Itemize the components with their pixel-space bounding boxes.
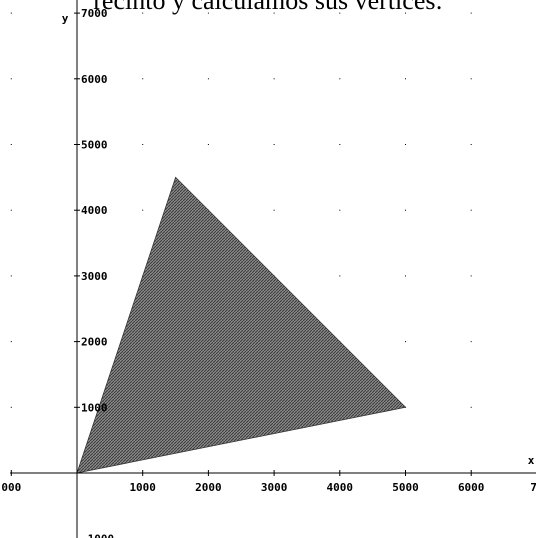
grid-dot [405,341,406,343]
grid-dot [273,144,275,145]
grid-dot [10,144,12,145]
grid-dot [470,341,472,343]
grid-dot [10,341,12,343]
grid-dot [10,78,12,80]
grid-dot [470,144,472,145]
y-tick-label: 7000 [81,7,108,20]
x-tick-label: 6000 [458,481,485,494]
grid-dot [339,78,341,80]
x-tick-label: 000 [1,481,21,494]
grid-dot [405,12,406,14]
caption-text: recinto y calculamos sus vértices: [93,0,443,15]
y-axis-label: y [62,12,69,25]
grid-dot [470,406,472,408]
feasible-region [76,176,407,474]
grid-dot [405,209,406,211]
grid-dot [405,144,406,145]
grid-dot [142,209,144,211]
grid-dot [339,209,341,211]
grid-dot [470,78,472,80]
y-tick-label: 4000 [81,204,108,217]
grid-dot [10,275,12,277]
grid-dot [142,78,144,80]
grid-dot [207,12,209,14]
x-tick-label: 3000 [261,481,288,494]
y-tick-label: -1000 [81,533,114,538]
y-tick-label: 3000 [81,270,108,283]
x-axis-label: x [528,454,535,467]
x-tick-label: 2000 [195,481,222,494]
grid-dot [470,275,472,277]
grid-dot [339,144,341,145]
grid-dot [273,209,275,211]
grid-dot [10,406,12,408]
grid-dot [207,144,209,145]
x-tick-label: 1000 [129,481,156,494]
y-tick-label: 1000 [81,401,108,414]
grid-dot [10,12,12,14]
y-tick-label: 2000 [81,336,108,349]
grid-dot [207,78,209,80]
x-tick-label: 4000 [327,481,354,494]
x-tick-label: 70 [530,481,536,494]
grid-dot [470,209,472,211]
grid-dot [10,209,12,211]
grid-dot [405,275,406,277]
grid-dot [470,12,472,14]
grid-dot [405,78,406,80]
y-tick-label: 6000 [81,73,108,86]
grid-dot [142,12,144,14]
grid-dot [339,275,341,277]
grid-dot [273,12,275,14]
grid-dot [273,78,275,80]
x-tick-label: 5000 [392,481,419,494]
grid-dot [142,144,144,145]
y-tick-label: 5000 [81,139,108,152]
grid-dot [339,12,341,14]
